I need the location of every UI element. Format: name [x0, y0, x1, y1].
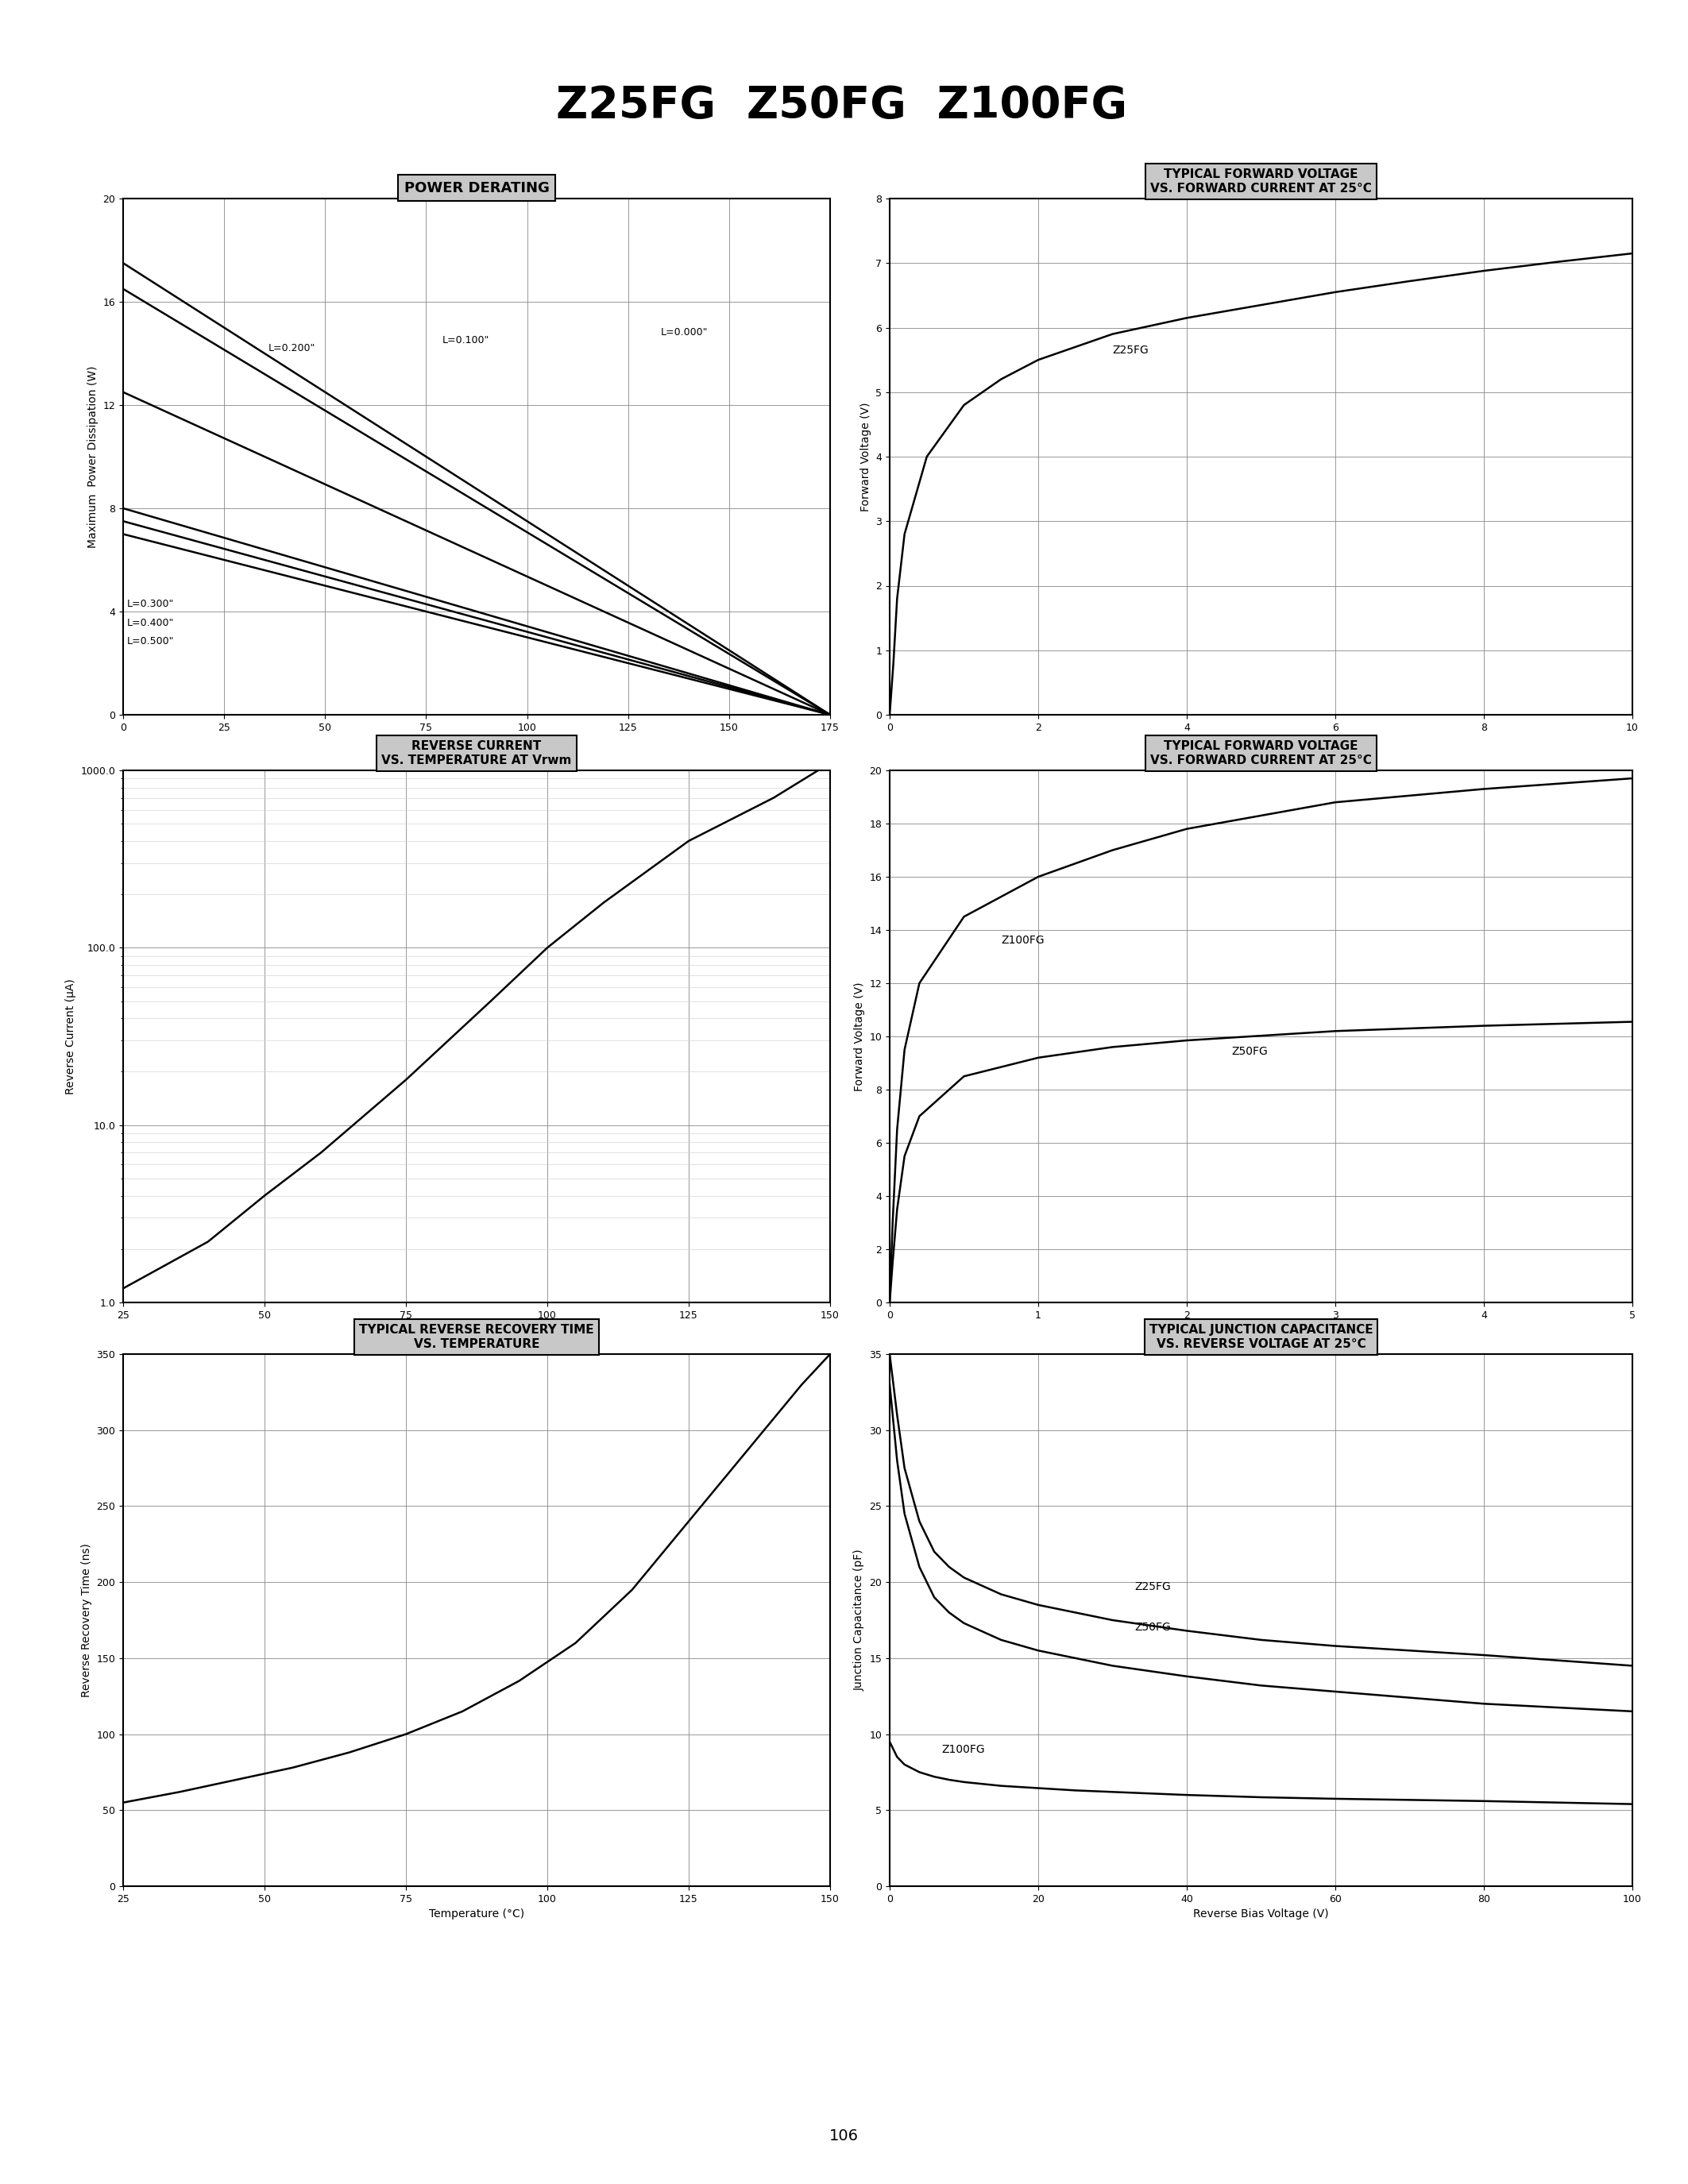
Title: TYPICAL FORWARD VOLTAGE
VS. FORWARD CURRENT AT 25°C: TYPICAL FORWARD VOLTAGE VS. FORWARD CURR… [1150, 740, 1372, 767]
X-axis label: Forward Current (A): Forward Current (A) [1207, 738, 1315, 749]
X-axis label: Temperature (°C): Temperature (°C) [429, 1909, 525, 1920]
Title: POWER DERATING: POWER DERATING [403, 181, 549, 194]
Y-axis label: Junction Capacitance (pF): Junction Capacitance (pF) [854, 1548, 864, 1690]
Text: Z50FG: Z50FG [1231, 1046, 1268, 1057]
X-axis label: Lead Temperature (°C): Lead Temperature (°C) [414, 738, 540, 749]
Title: TYPICAL FORWARD VOLTAGE
VS. FORWARD CURRENT AT 25°C: TYPICAL FORWARD VOLTAGE VS. FORWARD CURR… [1150, 168, 1372, 194]
Y-axis label: Forward Voltage (V): Forward Voltage (V) [854, 983, 864, 1092]
Text: Z25FG: Z25FG [1134, 1581, 1171, 1592]
Title: TYPICAL REVERSE RECOVERY TIME
VS. TEMPERATURE: TYPICAL REVERSE RECOVERY TIME VS. TEMPER… [360, 1324, 594, 1350]
X-axis label: Forward Current (A): Forward Current (A) [1207, 1326, 1315, 1337]
Text: L=0.400": L=0.400" [127, 618, 174, 629]
Y-axis label: Forward Voltage (V): Forward Voltage (V) [861, 402, 871, 511]
Text: L=0.200": L=0.200" [268, 343, 316, 354]
Text: Z100FG: Z100FG [942, 1743, 986, 1754]
Text: L=0.500": L=0.500" [127, 636, 174, 646]
X-axis label: Reverse Bias Voltage (V): Reverse Bias Voltage (V) [1193, 1909, 1328, 1920]
X-axis label: Temperature (°C): Temperature (°C) [429, 1326, 525, 1337]
Text: L=0.100": L=0.100" [442, 336, 490, 345]
Title: REVERSE CURRENT
VS. TEMPERATURE AT Vrwm: REVERSE CURRENT VS. TEMPERATURE AT Vrwm [381, 740, 572, 767]
Text: Z50FG: Z50FG [1134, 1623, 1171, 1634]
Text: Z25FG  Z50FG  Z100FG: Z25FG Z50FG Z100FG [557, 83, 1128, 127]
Text: L=0.000": L=0.000" [660, 328, 707, 339]
Y-axis label: Reverse Recovery Time (ns): Reverse Recovery Time (ns) [81, 1544, 93, 1697]
Text: 106: 106 [829, 2129, 859, 2143]
Text: Z100FG: Z100FG [1001, 935, 1045, 946]
Text: Z25FG: Z25FG [1112, 345, 1150, 356]
Y-axis label: Maximum  Power Dissipation (W): Maximum Power Dissipation (W) [88, 365, 98, 548]
Y-axis label: Reverse Current (µA): Reverse Current (µA) [66, 978, 76, 1094]
Title: TYPICAL JUNCTION CAPACITANCE
VS. REVERSE VOLTAGE AT 25°C: TYPICAL JUNCTION CAPACITANCE VS. REVERSE… [1150, 1324, 1372, 1350]
Text: L=0.300": L=0.300" [127, 598, 174, 609]
